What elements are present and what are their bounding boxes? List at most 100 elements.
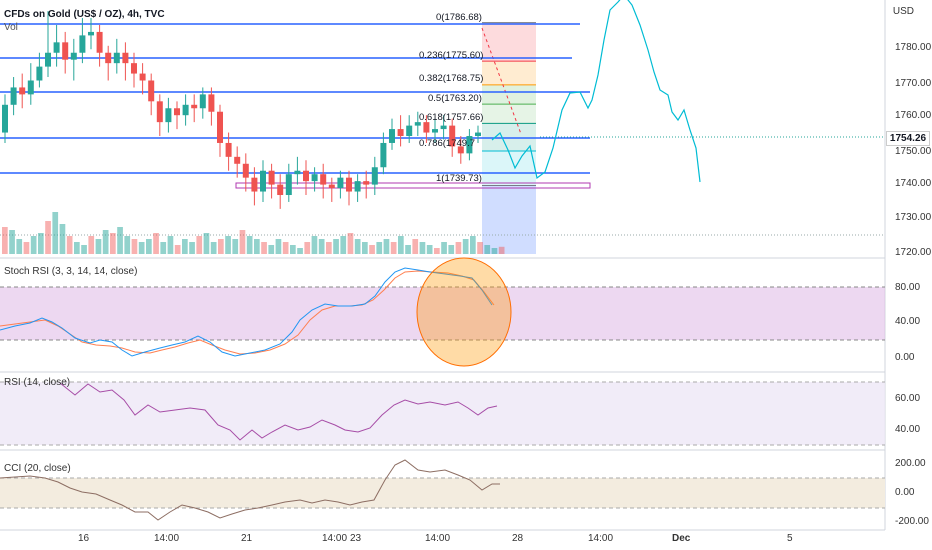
volume-bar [110,233,116,254]
volume-bar [203,233,210,254]
volume-bar [412,239,419,254]
volume-bar [182,239,188,254]
volume-bar [95,239,102,254]
time-label: 5 [787,533,793,544]
candle-body [285,174,292,196]
candle-body [432,129,438,133]
rsi-tick: 60.00 [895,393,921,404]
volume-bar [153,233,159,254]
fib-zone [482,123,536,151]
stoch-tick: 0.00 [895,352,915,363]
candle-body [105,52,112,64]
volume-bar [254,239,260,254]
candle-body [260,170,266,192]
volume-bar [81,245,87,254]
volume-bar [160,242,167,254]
candle-body [131,63,137,74]
candle-body [165,108,172,123]
volume-bar [2,227,8,254]
volume-bar [52,212,59,254]
volume-bar [484,245,491,254]
volume-bar [405,245,411,254]
candle-body [217,111,223,143]
candle-body [311,174,318,182]
cci-line [0,459,500,521]
volume-bar [218,239,224,254]
rsi-title: RSI (14, close) [4,377,71,388]
volume-bar [23,242,30,254]
candle-body [225,142,232,157]
currency-label: USD [892,6,914,17]
candle-body [45,52,51,67]
cci-tick: 0.00 [895,487,915,498]
candle-body [440,125,447,130]
volume-bar [167,236,174,254]
volume-bar [470,236,476,254]
fib-lower-zone [482,185,536,254]
stoch-tick: 40.00 [895,316,921,327]
candle-body [122,52,129,64]
price-tick: 1770.00 [895,78,932,89]
volume-bar [74,242,80,254]
price-tick: 1720.00 [895,247,932,258]
fib-level-0382: 0.382(1768.75) [419,73,484,84]
time-label: 14:00 [425,533,451,544]
candle-body [466,136,473,154]
volume-bar [146,239,152,254]
price-tick: 1750.00 [895,146,932,157]
cci-tick: -200.00 [895,516,929,527]
volume-bar [45,221,51,254]
rsi-tick: 40.00 [895,424,921,435]
candle-body [182,104,189,116]
zone-rectangle [235,182,591,189]
price-tick: 1760.00 [895,110,932,121]
candle-body [268,170,275,185]
stoch-band [0,287,885,340]
volume-bar [189,242,195,254]
price-tick: 1730.00 [895,212,932,223]
candle-body [139,73,146,81]
candle-body [88,31,94,36]
time-label: 23 [350,533,362,544]
candle-body [354,181,361,192]
volume-bar [290,245,296,254]
candle-body [62,42,69,60]
price-tick: 1740.00 [895,178,932,189]
candle-body [199,94,206,109]
volume-bar [124,236,131,254]
volume-bar [196,236,203,254]
candle-body [27,80,34,95]
candle-body [191,104,198,109]
candle-body [36,66,43,81]
volume-bar [246,236,253,254]
candle-body [251,177,258,192]
candle-body [475,132,481,137]
volume-bar [174,245,181,254]
volume-bar [9,230,15,254]
last-price-tag: 1754.26 [886,131,930,146]
candle-body [380,142,387,168]
cci-title: CCI (20, close) [4,463,71,474]
volume-bar [268,245,275,254]
stoch-k-line [0,267,493,357]
volume-bar [347,233,354,254]
fib-zone [482,150,536,186]
candle-body [277,184,284,196]
volume-bar [66,236,73,254]
candle-body [414,122,421,126]
candle-body [320,174,327,185]
candle-body [234,156,241,164]
time-label: 28 [512,533,524,544]
candle-body [113,52,120,64]
volume-bar [376,242,383,254]
candle-body [346,177,352,192]
volume-bar [88,236,95,254]
time-label: 21 [241,533,253,544]
cci-band [0,478,885,508]
stoch-rsi-title: Stoch RSI (3, 3, 14, 14, close) [4,266,138,277]
volume-bar [362,242,368,254]
volume-bar [398,236,404,254]
time-label: Dec [672,533,691,544]
volume-bar [441,242,447,254]
